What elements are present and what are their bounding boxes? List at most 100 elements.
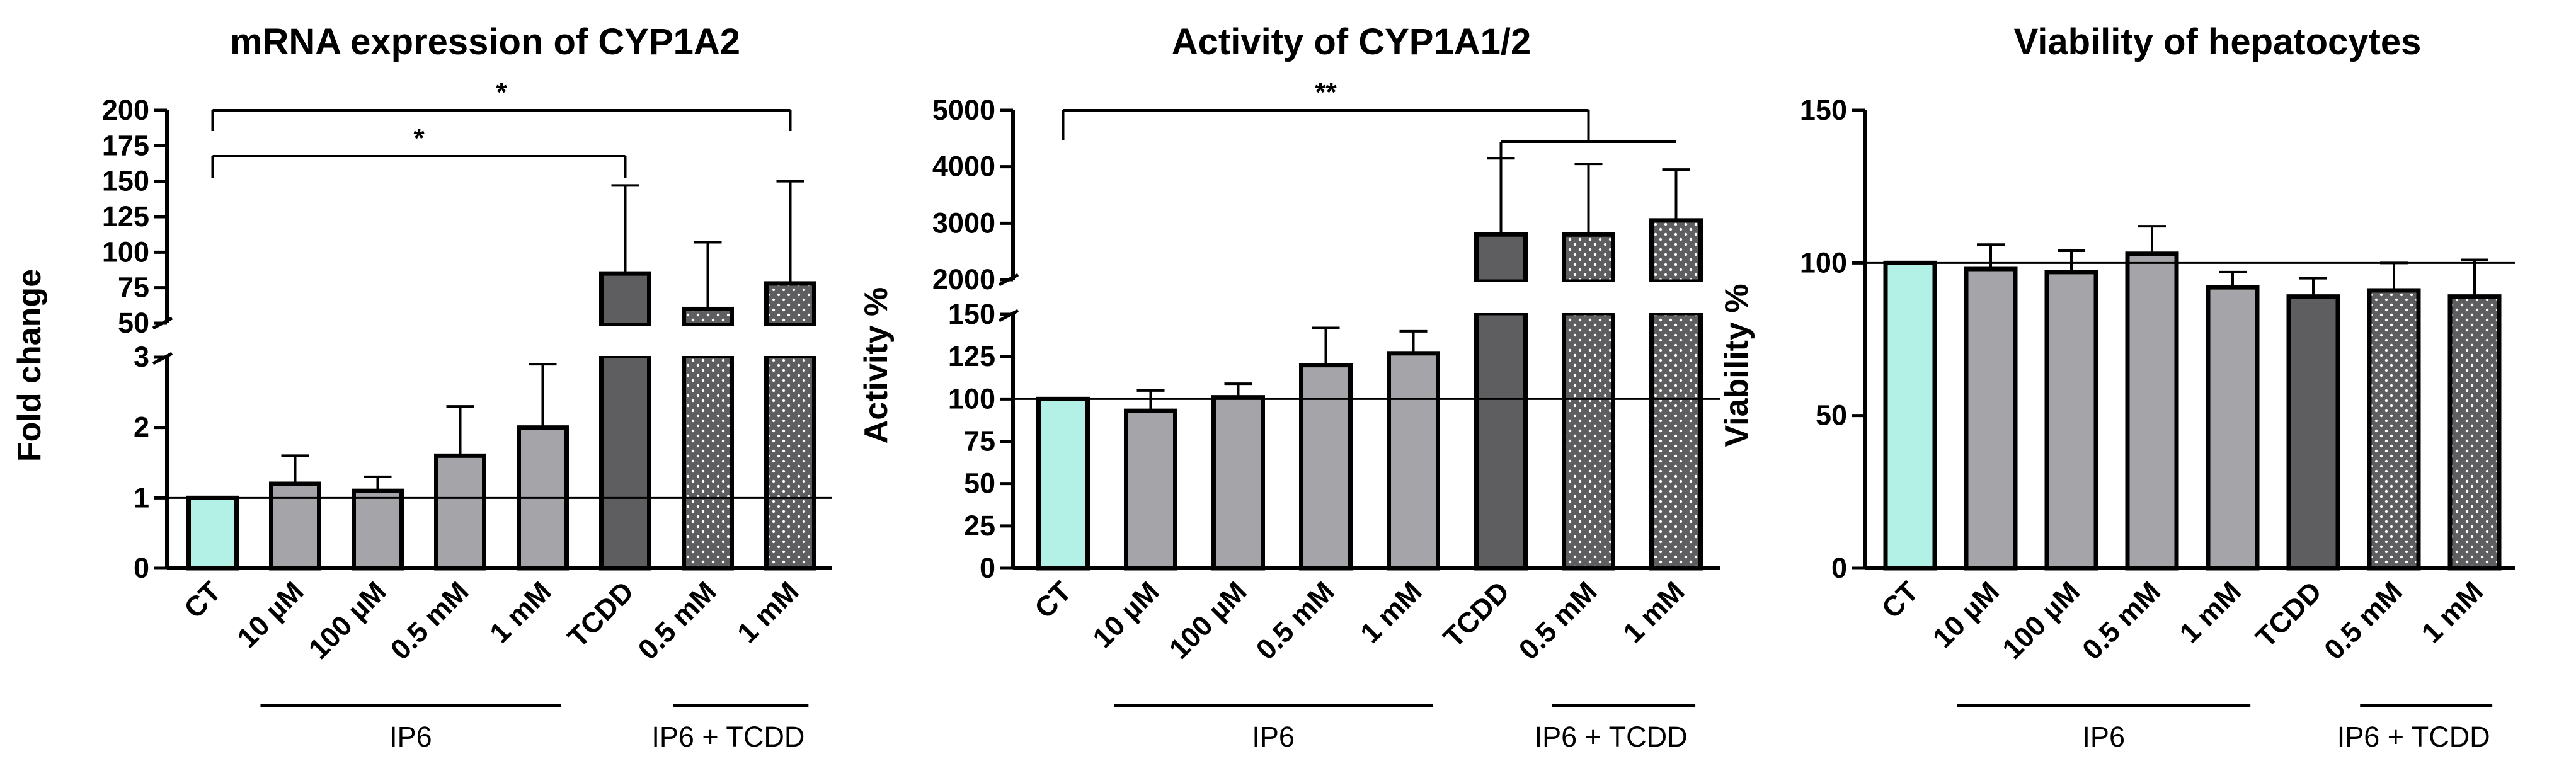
panel-cyp-activity: Activity of CYP1A1/2 Activity % 0 25 50 75 1…: [858, 21, 1720, 753]
bar-break-gap: [1647, 282, 1705, 313]
bar-break-gap: [680, 326, 736, 356]
significance-label: **: [1315, 77, 1337, 108]
y-tick-label: 25: [964, 510, 995, 542]
bar: [2044, 270, 2098, 571]
bar: [1964, 266, 2018, 571]
y-tick-label: 0: [980, 552, 995, 584]
x-tick-label: 10 µM: [1926, 575, 2005, 654]
bar: [1883, 260, 1937, 571]
bar-lower-part: [1649, 311, 1703, 571]
bar: [682, 306, 734, 328]
x-tick-label: 100 µM: [1996, 575, 2086, 665]
bar: [186, 495, 239, 571]
x-tick-label: 1 mM: [731, 575, 804, 649]
x-tick-label: TCDD: [2250, 575, 2328, 653]
y-axis-label: Viability %: [1719, 283, 1755, 447]
y-tick-label: 150: [102, 165, 149, 197]
y-tick-label: 150: [1800, 94, 1847, 126]
bar: [2286, 294, 2340, 571]
axis-break-mark: [998, 309, 1019, 323]
chart-title: mRNA expression of CYP1A2: [230, 21, 740, 62]
bar: [1562, 232, 1615, 284]
x-tick-label: TCDD: [1437, 575, 1515, 653]
bar-break-gap: [1472, 282, 1530, 313]
bar: [1124, 408, 1177, 571]
y-tick-label: 0: [134, 552, 149, 584]
group-label: IP6 + TCDD: [2337, 721, 2490, 753]
x-tick-label: 10 µM: [1086, 575, 1165, 654]
y-tick-label: 0: [1831, 552, 1847, 584]
significance-label: *: [496, 77, 507, 108]
y-tick-label: 150: [948, 298, 995, 330]
bar-lower-part: [1474, 311, 1528, 571]
bar: [1211, 395, 1265, 571]
x-tick-label: CT: [178, 575, 227, 624]
axis-break-mark: [152, 316, 173, 330]
y-tick-label: 125: [102, 200, 149, 232]
y-tick-label: 50: [964, 467, 995, 500]
axis-break-mark: [998, 273, 1019, 287]
x-tick-label: 0.5 mM: [1513, 575, 1603, 666]
bar: [1474, 232, 1528, 284]
x-tick-label: 1 mM: [1617, 575, 1690, 649]
x-tick-label: 10 µM: [231, 575, 309, 654]
y-tick-label: 75: [964, 425, 995, 457]
x-tick-label: CT: [1028, 575, 1077, 624]
x-tick-label: 0.5 mM: [632, 575, 723, 666]
bar: [269, 481, 321, 571]
bar-lower-part: [764, 353, 816, 571]
y-tick-label: 3000: [932, 207, 995, 239]
x-tick-label: 1 mM: [1354, 575, 1428, 649]
x-tick-label: 1 mM: [483, 575, 557, 649]
x-tick-label: 0.5 mM: [384, 575, 475, 666]
x-tick-label: TCDD: [561, 575, 639, 653]
group-label: IP6 + TCDD: [1535, 721, 1688, 753]
y-tick-label: 175: [102, 129, 149, 161]
bar-lower-part: [682, 353, 734, 571]
y-tick-label: 50: [118, 307, 149, 339]
y-tick-label: 50: [1816, 399, 1847, 432]
panel-mrna-expression: mRNA expression of CYP1A2 Fold change 0 1…: [11, 21, 832, 753]
chart-title: Activity of CYP1A1/2: [1172, 21, 1531, 62]
group-label: IP6: [389, 721, 432, 753]
panel-hepatocyte-viability: Viability of hepatocytes Viability % 0 50…: [1719, 21, 2515, 753]
y-axis-label: Activity %: [858, 287, 895, 444]
bar: [2447, 294, 2502, 571]
y-axis-label: Fold change: [11, 269, 48, 462]
y-tick-label: 100: [102, 236, 149, 268]
bar-lower-part: [599, 353, 651, 571]
x-tick-label: 0.5 mM: [2318, 575, 2408, 666]
x-tick-label: 0.5 mM: [2076, 575, 2167, 666]
bar-break-gap: [762, 326, 818, 356]
y-tick-label: 2: [134, 411, 149, 443]
x-tick-label: 1 mM: [2415, 575, 2489, 649]
bar: [764, 281, 816, 328]
bar-break-gap: [597, 326, 653, 356]
y-tick-label: 75: [118, 272, 149, 304]
bar-lower-part: [1562, 311, 1615, 571]
bar: [1387, 351, 1440, 571]
y-tick-label: 3: [134, 341, 149, 373]
group-label: IP6 + TCDD: [651, 721, 804, 753]
x-tick-label: 100 µM: [302, 575, 392, 665]
chart-title: Viability of hepatocytes: [2014, 21, 2422, 62]
y-tick-label: 100: [1800, 246, 1847, 278]
x-tick-label: 0.5 mM: [1250, 575, 1341, 666]
y-tick-label: 200: [102, 94, 149, 126]
axis-break-mark: [152, 352, 173, 365]
y-tick-label: 2000: [932, 263, 995, 295]
significance-label: *: [413, 123, 425, 154]
bar: [434, 453, 486, 571]
bar: [2125, 251, 2179, 571]
group-label: IP6: [2082, 721, 2125, 753]
bar: [1036, 396, 1090, 571]
y-tick-label: 4000: [932, 151, 995, 183]
y-tick-label: 5000: [932, 94, 995, 126]
bar-break-gap: [1560, 282, 1617, 313]
bar: [1649, 218, 1703, 284]
x-tick-label: 1 mM: [2173, 575, 2247, 649]
